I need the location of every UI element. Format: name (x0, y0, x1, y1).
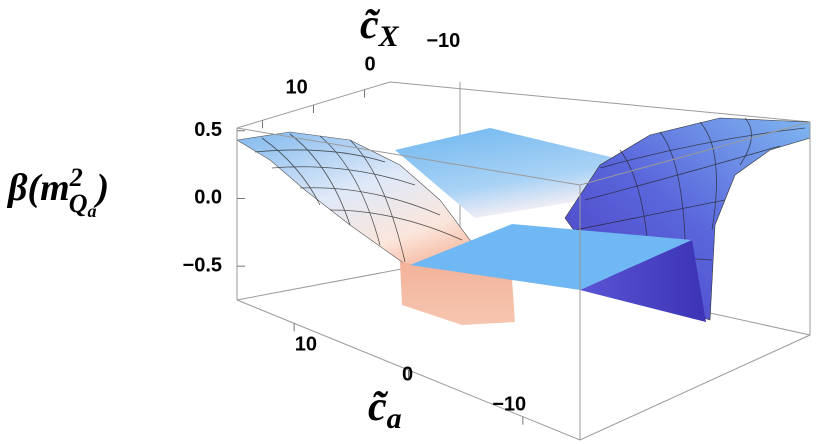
x-tick-label: 10 (286, 77, 308, 99)
surface-front-plane (410, 224, 692, 290)
x-label-base: c̃ (360, 2, 380, 48)
y-axis-label: c̃a (368, 384, 402, 435)
z-tick-label: −0.5 (183, 254, 222, 276)
x-axis-label: c̃X (360, 2, 400, 53)
y-label-sub: a (387, 402, 402, 435)
wall-left (400, 262, 515, 325)
z-axis-label: β(m2 Qa) (6, 163, 109, 221)
z-label-base: β(m (6, 167, 70, 209)
wall-right (580, 240, 706, 322)
mesh-left (254, 133, 463, 263)
z-label-sub: Q (69, 189, 88, 218)
z-tick-label: 0.0 (194, 187, 222, 209)
x-tick-label: 0 (364, 53, 375, 75)
z-label-sup: 2 (69, 163, 83, 192)
box-front (236, 121, 811, 441)
y-label-base: c̃ (368, 384, 388, 430)
z-label-subsub: a (87, 201, 96, 221)
x-label-sub: X (378, 20, 400, 53)
y-tick-label: 0 (402, 363, 413, 385)
y-tick-label: −10 (492, 393, 526, 415)
y-tick-label: 10 (295, 333, 317, 355)
z-tick-label: 0.5 (194, 119, 222, 141)
x-tick-label: −10 (426, 30, 460, 52)
z-label-close: ) (93, 167, 109, 209)
